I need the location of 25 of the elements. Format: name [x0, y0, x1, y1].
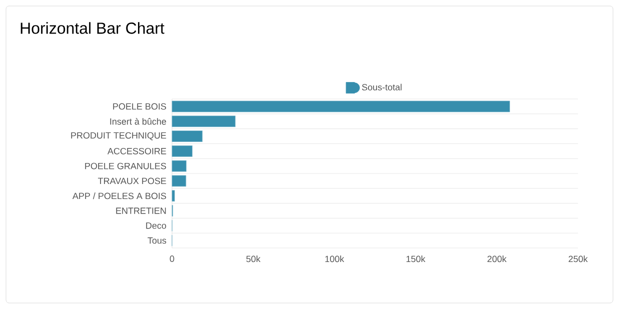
y-tick-label: POELE GRANULES: [85, 162, 166, 170]
x-tick-label: 50k: [246, 256, 260, 262]
bar: [172, 130, 203, 142]
x-tick-label: 100k: [325, 256, 344, 262]
y-tick-label: ACCESSOIRE: [107, 148, 166, 154]
x-tick-label: 150k: [406, 256, 426, 262]
legend-label: Sous-total: [362, 84, 402, 90]
y-tick-label: APP / POELES A BOIS: [72, 192, 166, 200]
y-tick-label: TRAVAUX POSE: [98, 178, 166, 184]
bar: [172, 160, 186, 172]
bar: [172, 100, 510, 112]
y-tick-label: Insert à bûche: [110, 118, 166, 125]
bar: [172, 175, 186, 187]
y-tick-label: Tous: [148, 237, 166, 244]
y-tick-label: PRODUIT TECHNIQUE: [71, 132, 166, 140]
bar: [172, 145, 193, 157]
y-tick-label: Deco: [146, 222, 166, 229]
y-tick-label: ENTRETIEN: [116, 208, 166, 214]
y-tick-label: POELE BOIS: [113, 103, 166, 110]
bar: [172, 190, 175, 202]
x-tick-label: 200k: [487, 256, 507, 262]
bar: [172, 116, 236, 128]
x-tick-label: 0: [170, 256, 174, 262]
chart-title: Horizontal Bar Chart: [20, 22, 164, 34]
x-tick-label: 250k: [568, 256, 588, 262]
